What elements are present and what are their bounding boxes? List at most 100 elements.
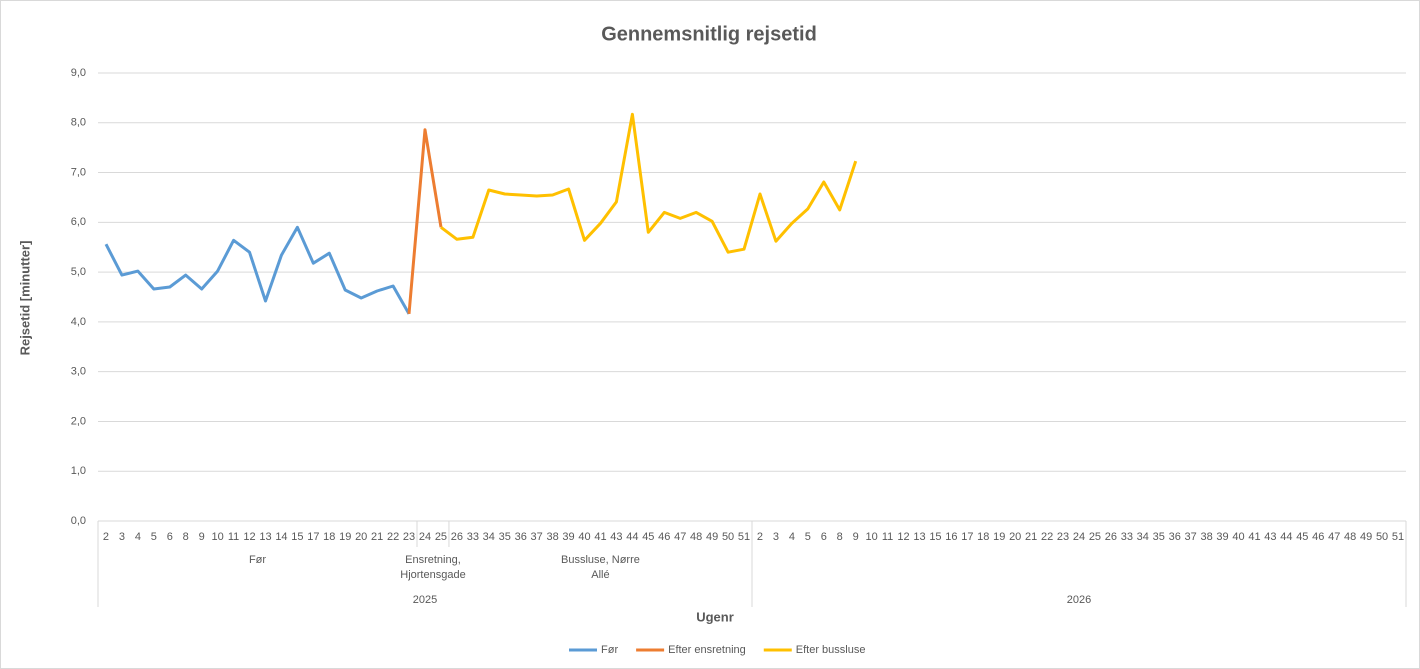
x-tick-label: 39: [562, 531, 574, 543]
x-tick-label: 8: [837, 531, 843, 543]
x-tick-label: 24: [1073, 531, 1085, 543]
legend-label: Efter bussluse: [796, 644, 866, 656]
x-tick-label: 45: [642, 531, 654, 543]
x-tick-label: 21: [371, 531, 383, 543]
y-tick-label: 9,0: [71, 67, 86, 79]
x-tick-label: 44: [626, 531, 638, 543]
x-tick-label: 49: [706, 531, 718, 543]
x-tick-label: 13: [259, 531, 271, 543]
x-tick-label: 11: [228, 531, 239, 543]
x-tick-label: 34: [1137, 531, 1149, 543]
year-label: 2026: [1067, 594, 1091, 606]
y-tick-label: 5,0: [71, 266, 86, 278]
x-tick-label: 5: [151, 531, 157, 543]
x-tick-label: 9: [853, 531, 859, 543]
x-tick-label: 46: [658, 531, 670, 543]
x-axis-title: Ugenr: [696, 609, 734, 624]
x-tick-label: 38: [1200, 531, 1212, 543]
x-tick-label: 17: [307, 531, 319, 543]
x-tick-label: 6: [821, 531, 827, 543]
x-tick-label: 4: [789, 531, 795, 543]
x-tick-label: 3: [773, 531, 779, 543]
y-tick-label: 8,0: [71, 117, 86, 129]
x-tick-label: 49: [1360, 531, 1372, 543]
x-tick-label: 25: [1089, 531, 1101, 543]
x-tick-label: 22: [1041, 531, 1053, 543]
data-line: [407, 128, 443, 315]
x-tick-label: 35: [1153, 531, 1165, 543]
x-tick-label: 19: [339, 531, 351, 543]
x-tick-label: 47: [1328, 531, 1340, 543]
x-tick-label: 23: [1057, 531, 1069, 543]
y-tick-label: 3,0: [71, 366, 86, 378]
x-tick-label: 33: [467, 531, 479, 543]
legend-label: Efter ensretning: [668, 644, 746, 656]
x-tick-label: 13: [913, 531, 925, 543]
x-tick-label: 44: [1280, 531, 1292, 543]
chart-title: Gennemsnitlig rejsetid: [601, 23, 817, 45]
x-tick-label: 34: [483, 531, 495, 543]
x-tick-label: 41: [594, 531, 606, 543]
y-tick-label: 0,0: [71, 515, 86, 527]
x-tick-label: 14: [275, 531, 287, 543]
x-tick-label: 51: [738, 531, 750, 543]
x-tick-label: 48: [690, 531, 702, 543]
x-tick-label: 22: [387, 531, 399, 543]
x-tick-label: 46: [1312, 531, 1324, 543]
x-tick-label: 3: [119, 531, 125, 543]
x-tick-label: 38: [546, 531, 558, 543]
data-line: [440, 112, 858, 254]
x-tick-label: 51: [1392, 531, 1404, 543]
x-tick-label: 10: [212, 531, 224, 543]
x-tick-label: 40: [1232, 531, 1244, 543]
x-tick-label: 24: [419, 531, 431, 543]
period-label: Før: [248, 554, 267, 566]
year-label: 2025: [413, 594, 437, 606]
x-tick-label: 50: [722, 531, 734, 543]
x-tick-label: 37: [1185, 531, 1197, 543]
x-tick-label: 5: [805, 531, 811, 543]
x-tick-label: 2: [103, 531, 109, 543]
period-label: Ensretning, Hjortensgade: [400, 554, 466, 581]
x-tick-label: 4: [135, 531, 141, 543]
x-tick-label: 10: [866, 531, 878, 543]
x-tick-label: 35: [499, 531, 511, 543]
x-tick-label: 18: [977, 531, 989, 543]
x-tick-label: 21: [1025, 531, 1037, 543]
x-tick-label: 16: [945, 531, 957, 543]
x-tick-label: 43: [1264, 531, 1276, 543]
y-tick-label: 2,0: [71, 415, 86, 427]
x-tick-label: 11: [882, 531, 893, 543]
x-tick-label: 8: [183, 531, 189, 543]
x-tick-label: 23: [403, 531, 415, 543]
y-tick-label: 4,0: [71, 316, 86, 328]
x-tick-label: 37: [531, 531, 543, 543]
x-tick-label: 6: [167, 531, 173, 543]
x-tick-label: 36: [515, 531, 527, 543]
x-tick-label: 9: [199, 531, 205, 543]
y-tick-label: 7,0: [71, 166, 86, 178]
x-tick-label: 12: [897, 531, 909, 543]
x-tick-label: 36: [1169, 531, 1181, 543]
y-tick-label: 1,0: [71, 465, 86, 477]
x-tick-label: 48: [1344, 531, 1356, 543]
x-tick-label: 20: [1009, 531, 1021, 543]
x-tick-label: 47: [674, 531, 686, 543]
x-tick-label: 15: [291, 531, 303, 543]
x-tick-label: 26: [451, 531, 463, 543]
y-tick-label: 6,0: [71, 216, 86, 228]
x-tick-label: 43: [610, 531, 622, 543]
period-label: Bussluse, Nørre Allé: [561, 554, 640, 581]
x-tick-label: 12: [243, 531, 255, 543]
x-tick-label: 33: [1121, 531, 1133, 543]
x-tick-label: 19: [993, 531, 1005, 543]
x-tick-label: 25: [435, 531, 447, 543]
x-tick-label: 15: [929, 531, 941, 543]
x-tick-label: 45: [1296, 531, 1308, 543]
x-tick-label: 39: [1216, 531, 1228, 543]
x-tick-label: 41: [1248, 531, 1260, 543]
data-line: [104, 225, 411, 315]
x-tick-label: 20: [355, 531, 367, 543]
x-tick-label: 26: [1105, 531, 1117, 543]
